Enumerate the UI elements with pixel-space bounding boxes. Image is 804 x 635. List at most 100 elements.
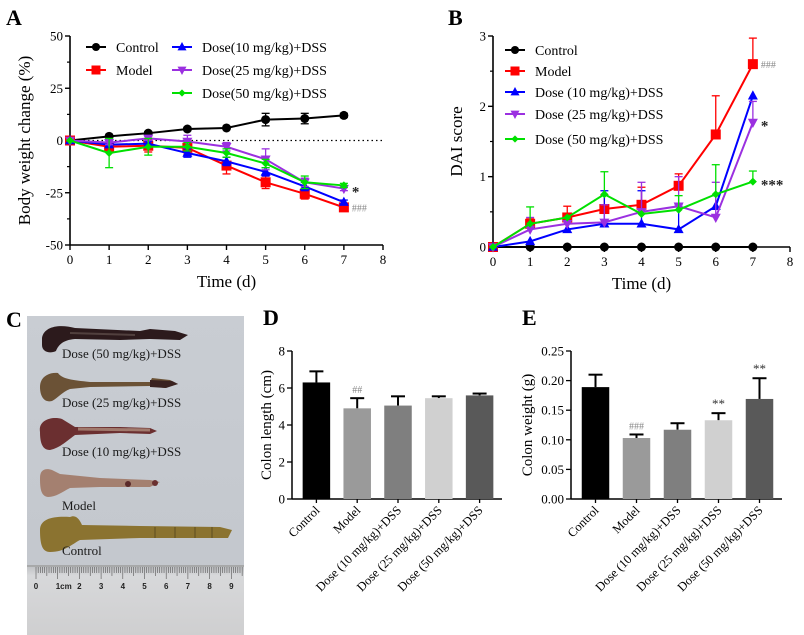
data-point	[300, 178, 309, 187]
data-point	[221, 143, 232, 153]
data-point	[562, 242, 572, 252]
bar-3	[704, 420, 733, 499]
legend-label: Dose (25 mg/kg)+DSS	[535, 108, 663, 123]
significance-marker: **	[712, 396, 725, 411]
data-point	[710, 129, 721, 140]
legend-label: Control	[535, 44, 578, 59]
x-axis-title: Time (d)	[612, 274, 671, 293]
ruler-number: 3	[99, 582, 104, 591]
colon-dose10	[39, 418, 157, 450]
legend-item-dose25: Dose (25 mg/kg)+DSS	[505, 108, 663, 123]
bar-3	[425, 398, 453, 499]
data-point	[299, 188, 310, 199]
data-point	[711, 190, 720, 199]
x-tick-label: 2	[145, 252, 152, 267]
x-tick-label: 3	[601, 254, 608, 269]
colon-control-segments	[154, 527, 213, 538]
x-tick-label: 8	[380, 252, 387, 267]
data-point	[183, 142, 192, 151]
bar-0	[581, 387, 610, 499]
panel-a-body-weight-chart: -50 -25 0 25 50 0 1 2 3 4 5 6 7 8 Time (d) Body weight …	[15, 29, 386, 292]
legend-marker	[91, 65, 101, 75]
colon-dose10-mid	[77, 427, 151, 432]
x-tick-label: 2	[564, 254, 571, 269]
data-point	[674, 242, 684, 252]
category-label: Control	[286, 503, 323, 540]
ruler-number: 5	[142, 582, 147, 591]
y-axis-title: DAI score	[447, 106, 466, 176]
bar-1	[622, 438, 651, 499]
y-tick-label: 0.25	[541, 344, 564, 359]
colon-model	[40, 469, 160, 497]
legend-marker	[510, 110, 520, 119]
y-tick-label: 4	[279, 418, 286, 433]
data-point	[182, 124, 192, 134]
colon-model-spot	[125, 481, 131, 487]
legend-item-dose10: Dose (10 mg/kg)+DSS	[505, 86, 663, 101]
y-tick-label: 0.05	[541, 462, 564, 477]
y-axis-title: Colon length (cm)	[259, 370, 275, 480]
y-tick-label: 2	[480, 99, 487, 114]
legend-label: Control	[116, 41, 159, 56]
x-tick-label: 1	[527, 254, 534, 269]
legend-item-dose50: Dose (50 mg/kg)+DSS	[505, 133, 663, 148]
data-point	[66, 136, 74, 145]
series-line	[492, 122, 754, 248]
legend-item-model: Model	[505, 65, 572, 80]
legend-marker	[510, 45, 520, 55]
y-tick-label: 2	[279, 455, 286, 470]
data-point	[339, 110, 349, 120]
series-line	[492, 95, 754, 248]
ruler-number: 4	[121, 582, 126, 591]
panel-c-colon-photo: Dose (50 mg/kg)+DSS Dose (25 mg/kg)+DSS …	[27, 316, 244, 635]
x-tick-label: 5	[675, 254, 682, 269]
y-axis-title: Body weight change (%)	[15, 56, 34, 225]
legend-item-model: Model	[86, 64, 153, 79]
category-label: Model	[330, 503, 363, 536]
legend-label: Dose (50 mg/kg)+DSS	[535, 133, 663, 148]
ruler-number: 2	[77, 582, 82, 591]
data-point	[748, 177, 757, 186]
legend-item-control: Control	[86, 41, 159, 56]
photo-label-dose10: Dose (10 mg/kg)+DSS	[62, 444, 181, 459]
photo-label-model: Model	[62, 498, 96, 513]
colon-dose50-highlight	[69, 332, 136, 336]
ruler	[27, 565, 244, 635]
y-tick-label: 25	[50, 81, 63, 96]
colon-model-tip	[152, 480, 158, 486]
data-point	[260, 166, 271, 176]
colon-dose25	[40, 372, 178, 402]
data-point	[599, 242, 609, 252]
series-dose50	[489, 164, 757, 251]
data-point	[747, 59, 758, 70]
data-point	[222, 123, 231, 133]
legend-marker	[178, 89, 186, 97]
ruler-number: 9	[229, 582, 234, 591]
y-tick-label: 0	[57, 133, 64, 148]
significance-marker: ###	[629, 421, 644, 432]
data-point	[637, 209, 646, 218]
significance-marker: ***	[761, 178, 784, 194]
x-tick-label: 0	[490, 254, 497, 269]
legend-marker	[511, 135, 519, 143]
bar-2	[663, 429, 692, 499]
category-label: Model	[610, 503, 643, 536]
significance-marker: *	[761, 119, 769, 135]
data-point	[489, 243, 497, 251]
bar-4	[745, 398, 774, 499]
data-point	[747, 90, 758, 100]
data-point	[599, 218, 610, 228]
x-tick-label: 6	[713, 254, 720, 269]
x-tick-label: 5	[262, 252, 269, 267]
y-tick-label: 0	[480, 240, 487, 255]
y-tick-label: 0.15	[541, 403, 564, 418]
data-point	[338, 202, 349, 213]
data-point	[338, 196, 349, 206]
x-axis-title: Time (d)	[197, 272, 256, 291]
panel-letter-a: A	[6, 5, 22, 30]
data-point	[562, 220, 573, 230]
panel-letter-e: E	[522, 305, 537, 330]
data-point	[222, 149, 231, 158]
x-tick-label: 4	[223, 252, 230, 267]
legend-label: Dose (10 mg/kg)+DSS	[535, 86, 663, 101]
